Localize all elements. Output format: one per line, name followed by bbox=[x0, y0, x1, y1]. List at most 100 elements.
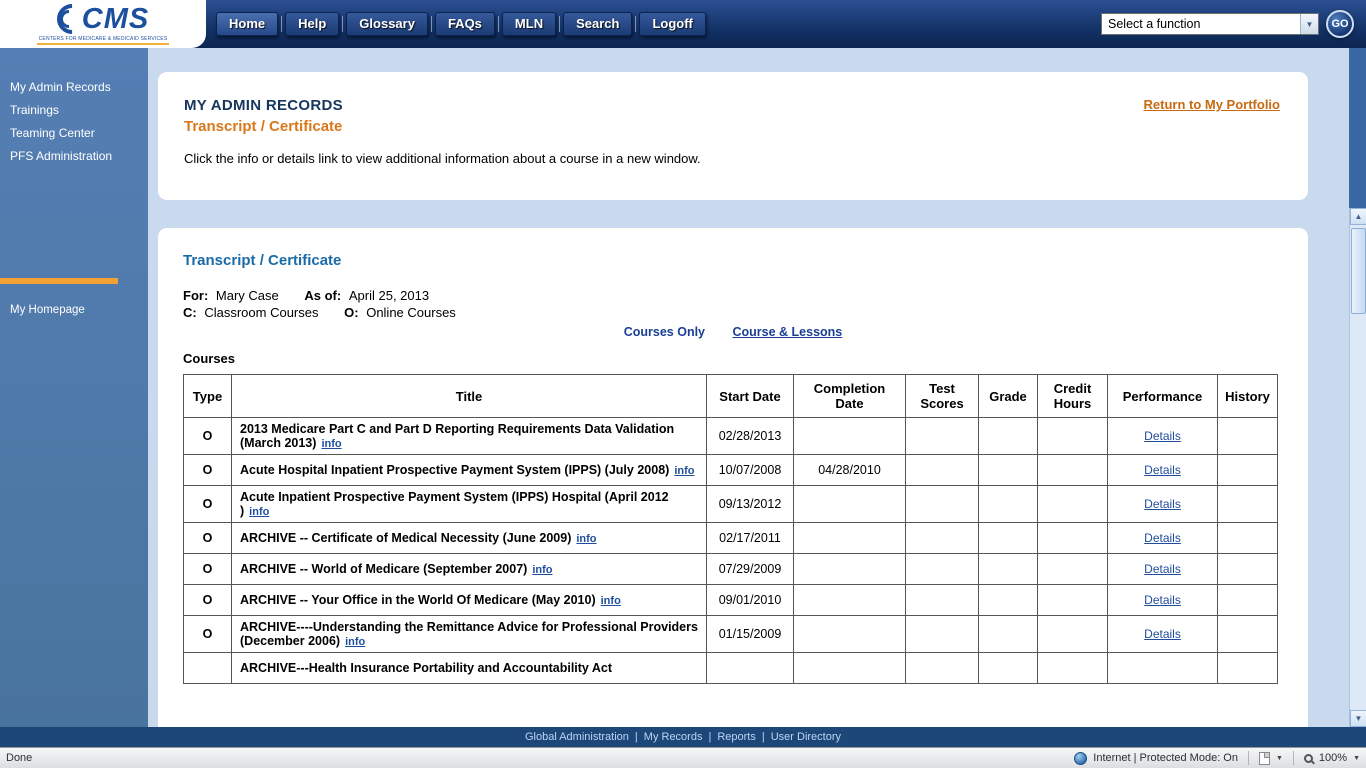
info-link[interactable]: info bbox=[600, 595, 621, 607]
start-date: 02/17/2011 bbox=[706, 522, 794, 554]
function-dropdown[interactable]: Select a function ▼ bbox=[1101, 13, 1319, 35]
course-type: O bbox=[183, 485, 232, 523]
details-link[interactable]: Details bbox=[1144, 593, 1181, 607]
nav-search[interactable]: Search bbox=[563, 12, 633, 36]
performance-cell: Details bbox=[1107, 553, 1218, 585]
column-header: Start Date bbox=[706, 374, 794, 418]
grade bbox=[978, 454, 1038, 486]
details-link[interactable]: Details bbox=[1144, 627, 1181, 641]
course-title: 2013 Medicare Part C and Part D Reportin… bbox=[240, 422, 675, 450]
table-row: ARCHIVE---Health Insurance Portability a… bbox=[183, 652, 1278, 684]
table-row: O ARCHIVE -- Certificate of Medical Neces… bbox=[183, 522, 1278, 554]
performance-cell: Details bbox=[1107, 522, 1218, 554]
sidebar-item-my-homepage[interactable]: My Homepage bbox=[10, 304, 85, 316]
info-link[interactable]: info bbox=[321, 438, 342, 450]
top-nav: Home Help Glossary FAQs MLN Search Logoff bbox=[216, 12, 706, 36]
function-dropdown-value: Select a function bbox=[1108, 17, 1201, 31]
status-text: Done bbox=[6, 752, 33, 764]
status-separator bbox=[1247, 751, 1249, 765]
column-header: Completion Date bbox=[793, 374, 906, 418]
footer-link-my-records[interactable]: My Records bbox=[643, 731, 703, 743]
sidebar-items: My Admin Records Trainings Teaming Center P… bbox=[0, 76, 148, 168]
start-date: 10/07/2008 bbox=[706, 454, 794, 486]
info-link[interactable]: info bbox=[249, 506, 270, 518]
chevron-down-icon[interactable]: ▼ bbox=[1275, 754, 1283, 762]
details-link[interactable]: Details bbox=[1144, 429, 1181, 443]
course-title-cell: ARCHIVE---Health Insurance Portability a… bbox=[231, 652, 707, 684]
course-title-cell: Acute Inpatient Prospective Payment Syst… bbox=[231, 485, 707, 523]
course-lessons-link[interactable]: Course & Lessons bbox=[732, 325, 843, 339]
footer-separator: | bbox=[708, 731, 712, 743]
history bbox=[1217, 652, 1278, 684]
course-type: O bbox=[183, 522, 232, 554]
table-row: O ARCHIVE----Understanding the Remittance… bbox=[183, 615, 1278, 653]
page-icon[interactable] bbox=[1258, 751, 1270, 765]
footer-separator: | bbox=[634, 731, 638, 743]
history bbox=[1217, 454, 1278, 486]
details-link[interactable]: Details bbox=[1144, 531, 1181, 545]
table-row: O Acute Hospital Inpatient Prospective Pa… bbox=[183, 454, 1278, 486]
details-link[interactable]: Details bbox=[1144, 562, 1181, 576]
footer-link-reports[interactable]: Reports bbox=[717, 731, 756, 743]
start-date: 09/13/2012 bbox=[706, 485, 794, 523]
as-of-value: April 25, 2013 bbox=[348, 288, 430, 303]
footer-link-global-administration[interactable]: Global Administration bbox=[524, 731, 629, 743]
view-toggle: Courses Only Course & Lessons bbox=[183, 325, 1283, 339]
nav-glossary[interactable]: Glossary bbox=[346, 12, 428, 36]
sidebar-item-pfs-administration[interactable]: PFS Administration bbox=[10, 149, 113, 163]
scroll-up-icon[interactable]: ▲ bbox=[1350, 208, 1366, 225]
completion-date bbox=[793, 417, 906, 455]
course-type: O bbox=[183, 615, 232, 653]
as-of-label: As of: bbox=[304, 288, 342, 303]
sidebar-item-my-admin-records[interactable]: My Admin Records bbox=[10, 80, 111, 94]
history bbox=[1217, 553, 1278, 585]
history bbox=[1217, 584, 1278, 616]
nav-mln[interactable]: MLN bbox=[501, 12, 557, 36]
vertical-scrollbar[interactable]: ▲ ▼ bbox=[1349, 208, 1366, 727]
sidebar: My Admin Records Trainings Teaming Center P… bbox=[0, 48, 148, 727]
scroll-down-icon[interactable]: ▼ bbox=[1350, 710, 1366, 727]
history bbox=[1217, 417, 1278, 455]
performance-cell: Details bbox=[1107, 615, 1218, 653]
return-to-portfolio-link[interactable]: Return to My Portfolio bbox=[1143, 97, 1281, 112]
start-date: 01/15/2009 bbox=[706, 615, 794, 653]
footer-separator: | bbox=[761, 731, 765, 743]
nav-faqs[interactable]: FAQs bbox=[434, 12, 495, 36]
course-type bbox=[183, 652, 232, 684]
scrollbar-thumb[interactable] bbox=[1351, 228, 1366, 314]
column-header: Performance bbox=[1107, 374, 1218, 418]
info-link[interactable]: info bbox=[576, 533, 597, 545]
details-link[interactable]: Details bbox=[1144, 497, 1181, 511]
zoom-level: 100% bbox=[1318, 752, 1348, 764]
go-button[interactable]: GO bbox=[1326, 10, 1354, 38]
sidebar-item-trainings[interactable]: Trainings bbox=[10, 103, 59, 117]
online-label: O: bbox=[344, 305, 359, 320]
table-row: O ARCHIVE -- World of Medicare (September… bbox=[183, 553, 1278, 585]
sidebar-divider bbox=[0, 278, 118, 284]
details-link[interactable]: Details bbox=[1144, 463, 1181, 477]
course-type: O bbox=[183, 454, 232, 486]
test-scores bbox=[905, 485, 979, 523]
column-header: Test Scores bbox=[905, 374, 979, 418]
nav-logoff[interactable]: Logoff bbox=[639, 12, 706, 36]
nav-home[interactable]: Home bbox=[216, 12, 279, 36]
info-link[interactable]: info bbox=[674, 465, 695, 477]
course-type: O bbox=[183, 553, 232, 585]
zoom-icon bbox=[1303, 753, 1313, 763]
test-scores bbox=[905, 454, 979, 486]
cms-logo[interactable]: CMS CENTERS FOR MEDICARE & MEDICAID SERV… bbox=[0, 0, 206, 48]
info-link[interactable]: info bbox=[532, 564, 553, 576]
chevron-down-icon[interactable]: ▼ bbox=[1300, 14, 1318, 34]
info-link[interactable]: info bbox=[345, 636, 366, 648]
zone-text: Internet | Protected Mode: On bbox=[1093, 752, 1238, 764]
footer-link-user-directory[interactable]: User Directory bbox=[770, 731, 842, 743]
grade bbox=[978, 584, 1038, 616]
sidebar-item-teaming-center[interactable]: Teaming Center bbox=[10, 126, 95, 140]
test-scores bbox=[905, 553, 979, 585]
chevron-down-icon[interactable]: ▼ bbox=[1353, 754, 1360, 762]
courses-table: Type Title Start Date Completion Date Test S… bbox=[183, 374, 1278, 684]
grade bbox=[978, 522, 1038, 554]
table-row: O ARCHIVE -- Your Office in the World Of … bbox=[183, 584, 1278, 616]
credit-hours bbox=[1037, 553, 1108, 585]
nav-help[interactable]: Help bbox=[285, 12, 340, 36]
